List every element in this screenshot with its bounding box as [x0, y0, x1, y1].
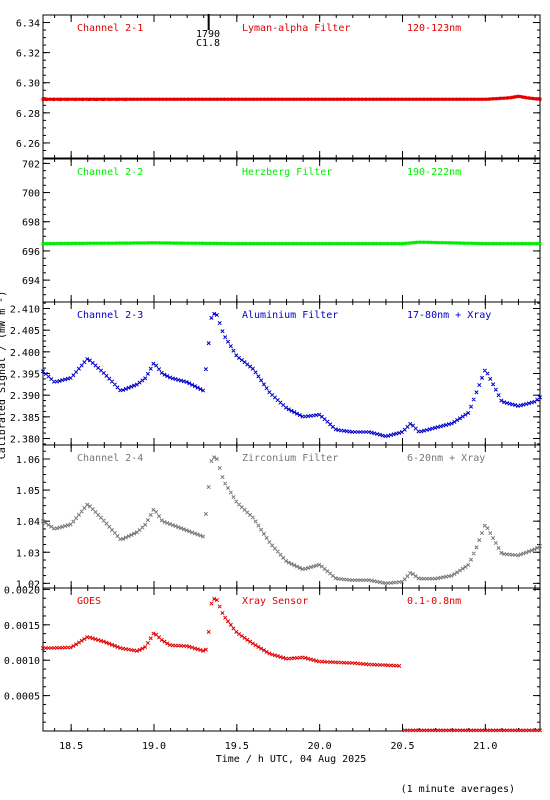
footnote: (1 minute averages) [401, 784, 515, 795]
panel-2: 694 696 698 700 702 Channel 2-2 Herzberg Filte… [22, 158, 542, 303]
y-tick-label: 6.28 [16, 109, 40, 120]
y-tick-label: 1.05 [16, 486, 40, 497]
x-tick-label: 20.5 [390, 741, 414, 752]
panel-5: 0.0005 0.0010 0.0015 0.0020 GOES Xray Sensor 0… [4, 585, 543, 733]
y-tick-label: 0.0005 [4, 692, 40, 703]
flare-class: C1.8 [196, 38, 220, 49]
channel-label: Channel 2-1 [77, 23, 143, 34]
y-tick-label: 696 [22, 247, 40, 258]
y-tick-label: 6.32 [16, 49, 40, 60]
filter-label: Herzberg Filter [242, 167, 332, 178]
panel-3: 2.380 2.385 2.390 2.395 2.400 2.405 2.410 Chann… [10, 301, 543, 446]
x-axis: 18.5 19.0 19.5 20.0 20.5 21.0 [59, 741, 497, 752]
y-tick-label: 2.390 [10, 391, 40, 402]
panel-4: 1.02 1.03 1.04 1.05 1.06 Channel 2-4 Zirconium… [16, 444, 543, 590]
filter-label: Aluminium Filter [242, 310, 338, 321]
panel-frame [42, 14, 541, 159]
y-tick-label: 6.34 [16, 19, 40, 30]
y-tick-label: 1.02 [16, 579, 40, 590]
filter-label: Lyman-alpha Filter [242, 23, 350, 34]
panel-frame [42, 158, 541, 303]
y-tick-label: 0.0015 [4, 621, 40, 632]
y-tick-label: 1.03 [16, 548, 40, 559]
filter-label: Zirconium Filter [242, 453, 338, 464]
y-tick-label: 1.04 [16, 517, 40, 528]
y-tick-label: 702 [22, 159, 40, 170]
y-tick-label: 6.26 [16, 139, 40, 150]
y-tick-label: 700 [22, 189, 40, 200]
data-series-4 [40, 455, 543, 586]
data-series-1 [41, 94, 542, 102]
filter-label: Xray Sensor [242, 596, 308, 607]
channel-label: Channel 2-4 [77, 453, 143, 464]
channel-label: Channel 2-3 [77, 310, 143, 321]
band-label: 17-80nm + Xray [407, 310, 491, 321]
x-tick-label: 20.0 [308, 741, 332, 752]
band-label: 6-20nm + Xray [407, 453, 485, 464]
y-tick-label: 2.395 [10, 370, 40, 381]
panel-1: 6.26 6.28 6.30 6.32 6.34 Channel 2-1 Lyman-alp… [16, 14, 542, 159]
y-tick-label: 1.06 [16, 455, 40, 466]
y-tick-label: 2.410 [10, 305, 40, 316]
y-tick-label: 2.400 [10, 348, 40, 359]
band-label: 120-123nm [407, 23, 461, 34]
x-tick-label: 21.0 [473, 741, 497, 752]
y-tick-label: 0.0020 [4, 585, 40, 596]
data-series-5 [40, 596, 543, 733]
x-tick-label: 19.0 [142, 741, 166, 752]
x-tick-label: 19.5 [225, 741, 249, 752]
band-label: 190-222nm [407, 167, 461, 178]
channel-label: GOES [77, 596, 101, 607]
y-tick-label: 6.30 [16, 79, 40, 90]
y-tick-label: 2.385 [10, 413, 40, 424]
y-tick-label: 2.405 [10, 326, 40, 337]
y-tick-label: 2.380 [10, 435, 40, 446]
band-label: 0.1-0.8nm [407, 596, 461, 607]
panel-frame [42, 587, 541, 732]
flare-number: 1790 [196, 29, 220, 40]
x-axis-label: Time / h UTC, 04 Aug 2025 [216, 754, 367, 765]
y-axis-label: Calibrated Signal / (mW m⁻²) [0, 291, 8, 460]
y-tick-label: 0.0010 [4, 656, 40, 667]
y-tick-label: 694 [22, 276, 40, 287]
x-tick-label: 18.5 [59, 741, 83, 752]
y-tick-label: 698 [22, 218, 40, 229]
data-series-3 [40, 311, 543, 439]
data-series-2 [41, 240, 542, 246]
panel-frame [42, 301, 541, 446]
channel-label: Channel 2-2 [77, 167, 143, 178]
